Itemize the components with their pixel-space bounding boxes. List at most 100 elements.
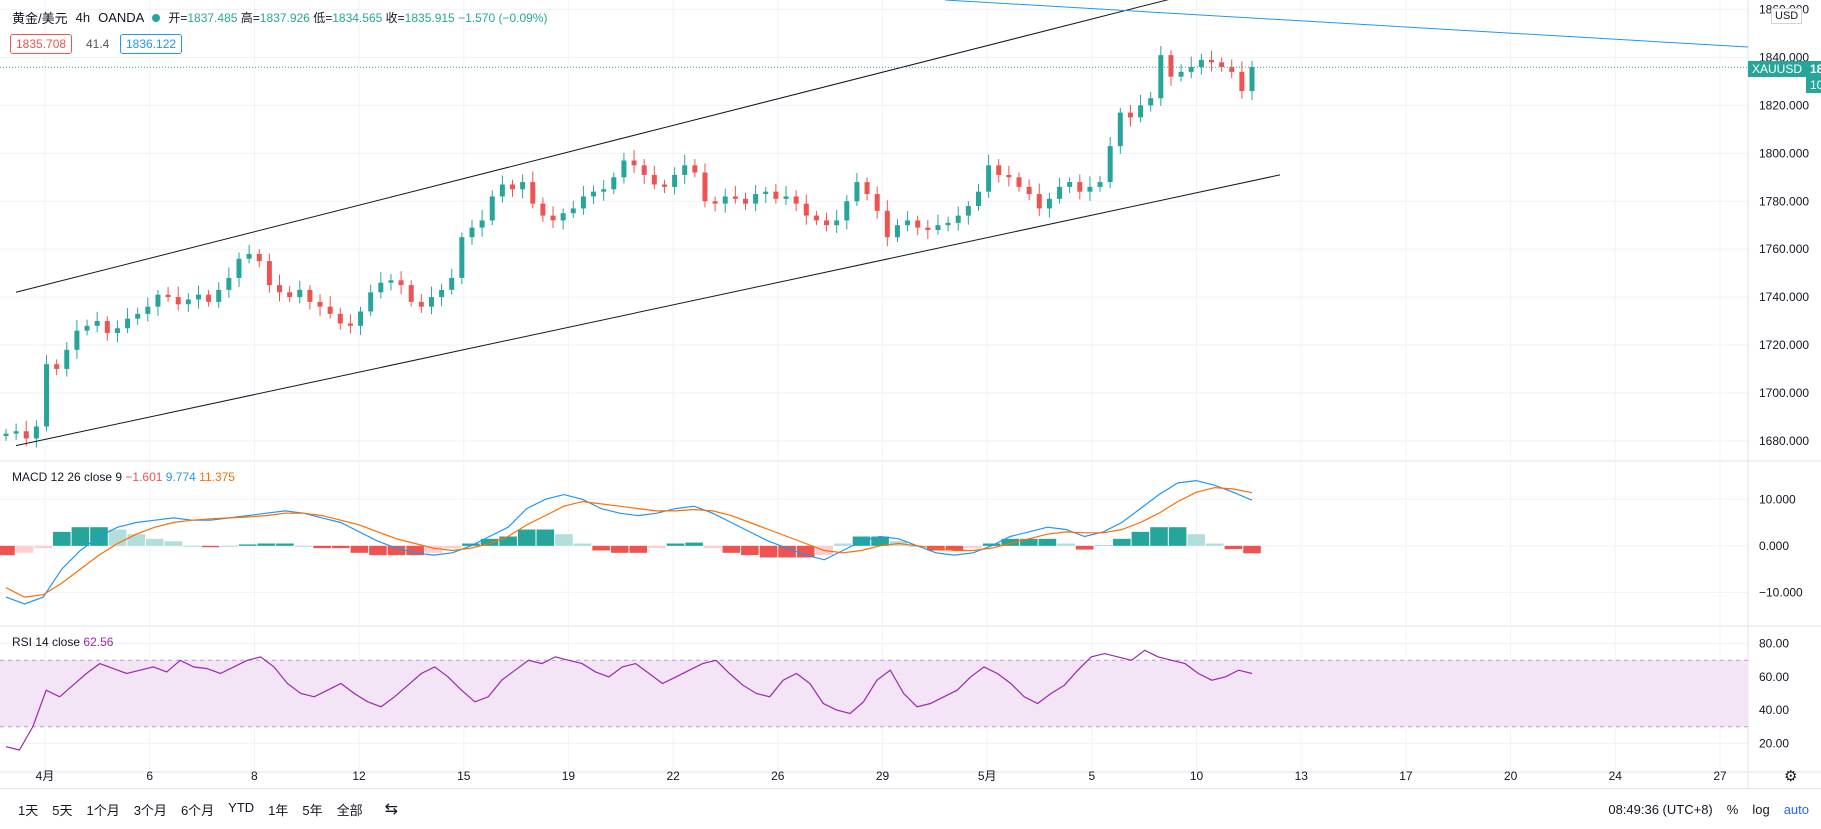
candle-body bbox=[84, 325, 90, 331]
macd-histogram-bar bbox=[1243, 545, 1261, 554]
macd-histogram-bar bbox=[127, 534, 145, 546]
candle-body bbox=[915, 220, 921, 228]
range-button-6[interactable]: 1年 bbox=[268, 802, 289, 818]
candle-body bbox=[449, 277, 455, 290]
currency-label[interactable]: USD bbox=[1771, 8, 1803, 24]
range-button-4[interactable]: 6个月 bbox=[180, 802, 215, 818]
countdown-tag: 10:23 bbox=[1806, 77, 1821, 93]
macd-histogram-bar bbox=[276, 543, 294, 546]
macd-histogram-bar bbox=[183, 545, 201, 547]
candle-body bbox=[125, 318, 131, 329]
market-status-icon bbox=[152, 13, 161, 22]
macd-histogram-bar bbox=[71, 527, 90, 546]
macd-histogram-bar bbox=[238, 544, 257, 546]
candle-body bbox=[580, 196, 586, 209]
candle-body bbox=[94, 321, 100, 326]
macd-histogram-bar bbox=[1131, 531, 1150, 546]
candle-body bbox=[439, 289, 445, 298]
range-button-8[interactable]: 全部 bbox=[336, 802, 363, 818]
macd-histogram-bar bbox=[592, 545, 610, 551]
range-button-5[interactable]: YTD bbox=[228, 799, 255, 815]
range-button-0[interactable]: 1天 bbox=[18, 802, 39, 818]
channel-lower-line bbox=[15, 174, 1281, 447]
candle-body bbox=[23, 431, 29, 439]
time-tick-label: 10 bbox=[1190, 769, 1204, 783]
candle-body bbox=[1229, 67, 1235, 72]
range-button-2[interactable]: 1个月 bbox=[86, 802, 120, 818]
ohlc-values: 开=1837.485 高=1837.926 低=1834.565 收=1835.… bbox=[168, 11, 548, 25]
clock-label[interactable]: 08:49:36 (UTC+8) bbox=[1608, 801, 1713, 817]
macd-histogram-bar bbox=[722, 545, 741, 553]
range-button-1[interactable]: 5天 bbox=[52, 802, 73, 818]
macd-histogram-bar bbox=[462, 543, 480, 546]
goto-date-icon[interactable]: ⇆ bbox=[384, 801, 399, 818]
candle-body bbox=[206, 294, 212, 302]
auto-toggle[interactable]: auto bbox=[1783, 801, 1809, 817]
candle-body bbox=[813, 215, 819, 221]
macd-histogram-bar bbox=[536, 529, 555, 546]
range-button-7[interactable]: 5年 bbox=[302, 802, 323, 818]
candle-body bbox=[631, 160, 637, 166]
candle-body bbox=[773, 191, 779, 199]
candle-body bbox=[1127, 112, 1133, 118]
low-value: 1834.565 bbox=[332, 11, 383, 25]
macd-histogram-bar bbox=[15, 545, 34, 553]
candle-body bbox=[1087, 186, 1093, 192]
chart-settings-icon: ⚙ bbox=[1784, 768, 1797, 785]
candle-body bbox=[226, 277, 232, 290]
macd-histogram-bar bbox=[1075, 545, 1094, 550]
macd-histogram-bar bbox=[52, 531, 71, 546]
candle-body bbox=[1077, 182, 1083, 192]
candle-body bbox=[591, 191, 597, 197]
candle-body bbox=[540, 203, 546, 216]
macd-histogram-bar bbox=[406, 545, 424, 556]
macd-histogram-bar bbox=[220, 545, 238, 547]
macd-legend: MACD 12 26 close 9 −1.601 9.774 11.375 bbox=[12, 470, 235, 484]
interval-label[interactable]: 4h bbox=[75, 10, 91, 25]
candle-body bbox=[13, 431, 19, 434]
range-button-3[interactable]: 3个月 bbox=[133, 802, 167, 818]
ask-price-button[interactable]: 1836.122 bbox=[120, 34, 183, 54]
price-tick-label: 1760.000 bbox=[1759, 242, 1809, 256]
macd-histogram-bar bbox=[1057, 543, 1075, 546]
macd-histogram-bar bbox=[871, 536, 889, 546]
candle-body bbox=[54, 364, 60, 369]
time-tick-label: 22 bbox=[666, 769, 680, 783]
symbol-tag: XAUUSD bbox=[1748, 61, 1807, 77]
candle-body bbox=[1026, 186, 1032, 195]
candle-body bbox=[1046, 198, 1052, 209]
macd-line bbox=[5, 479, 1253, 605]
candle-body bbox=[621, 160, 627, 178]
candle-body bbox=[104, 321, 110, 334]
symbol-name[interactable]: 黄金/美元 bbox=[12, 11, 68, 26]
time-tick-label: 26 bbox=[771, 769, 785, 783]
candle-body bbox=[1006, 174, 1012, 178]
candle-body bbox=[1239, 71, 1245, 92]
candle-body bbox=[1036, 194, 1042, 209]
candle-body bbox=[550, 215, 556, 221]
source-label: OANDA bbox=[98, 10, 145, 25]
last-price-tag: 1835.915 bbox=[1806, 61, 1821, 77]
candle-body bbox=[722, 196, 728, 204]
time-tick-label: 5 bbox=[1089, 769, 1096, 783]
macd-histogram-bar bbox=[741, 545, 759, 556]
macd-tick-label: −10.000 bbox=[1759, 585, 1803, 599]
log-toggle[interactable]: log bbox=[1752, 801, 1770, 817]
macd-histogram-bar bbox=[834, 543, 852, 546]
macd-histogram-bar bbox=[759, 545, 778, 558]
candle-body bbox=[1249, 67, 1255, 92]
candle-body bbox=[996, 165, 1002, 175]
percent-toggle[interactable]: % bbox=[1726, 801, 1739, 817]
macd-histogram-bar bbox=[685, 542, 703, 546]
macd-histogram-bar bbox=[1094, 544, 1113, 546]
candle-body bbox=[388, 280, 394, 283]
macd-histogram-bar bbox=[778, 545, 796, 558]
candle-body bbox=[854, 182, 860, 202]
candle-body bbox=[803, 203, 809, 216]
time-tick-label: 5月 bbox=[978, 769, 997, 783]
macd-tick-label: 0.000 bbox=[1759, 539, 1789, 553]
channel-upper-line bbox=[15, 0, 1169, 293]
macd-histogram-bar bbox=[424, 545, 443, 553]
bid-price-button[interactable]: 1835.708 bbox=[10, 34, 73, 54]
